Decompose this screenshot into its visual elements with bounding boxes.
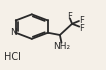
Text: N: N: [10, 28, 17, 37]
Text: F: F: [79, 24, 84, 33]
Text: NH₂: NH₂: [53, 42, 70, 51]
Text: F: F: [67, 12, 72, 21]
Text: F: F: [79, 16, 84, 25]
Text: HCl: HCl: [4, 52, 21, 62]
